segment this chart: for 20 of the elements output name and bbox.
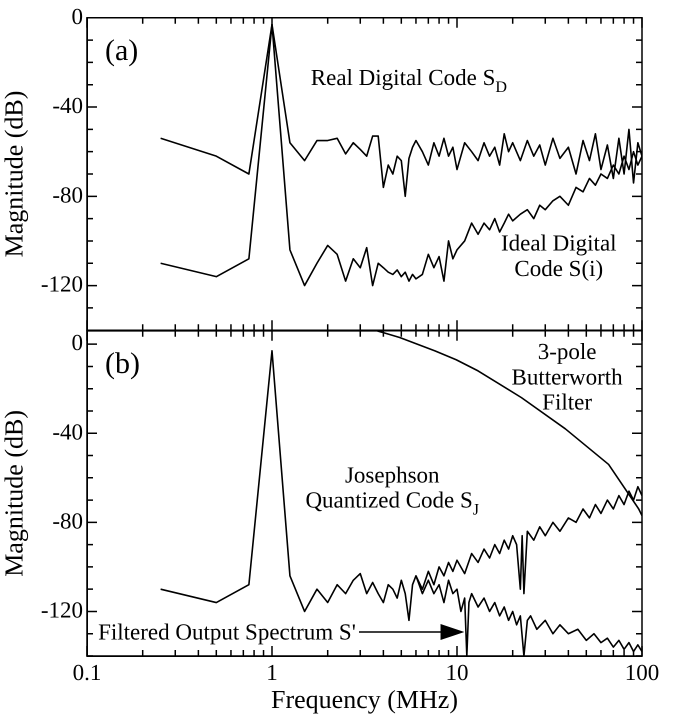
y-tick-label: -120 (40, 272, 83, 297)
x-axis-title: Frequency (MHz) (271, 685, 458, 714)
y-tick-label: -80 (52, 182, 83, 208)
annotation: (a) (105, 34, 138, 67)
y-axis-title: Magnitude (dB) (0, 410, 28, 577)
y-tick-label: -40 (52, 93, 83, 118)
x-tick-label: 100 (624, 660, 660, 685)
x-tick-label: 10 (446, 660, 468, 685)
legend-label: 3-pole Butterworth Filter (512, 339, 624, 415)
annotation: (b) (105, 346, 140, 380)
legend-label: Ideal Digital Code S(i) (500, 230, 617, 281)
y-tick-label: -120 (40, 598, 83, 622)
annotation: Filtered Output Spectrum S' (98, 620, 356, 645)
y-tick-label: -40 (52, 419, 83, 444)
y-tick-label: 0 (72, 330, 83, 356)
x-tick-label: 0.1 (72, 660, 102, 685)
y-tick-label: -80 (52, 508, 83, 534)
x-tick-label: 1 (266, 660, 278, 685)
y-tick-label: 0 (72, 4, 83, 29)
y-axis-title: Magnitude (dB) (0, 90, 28, 258)
